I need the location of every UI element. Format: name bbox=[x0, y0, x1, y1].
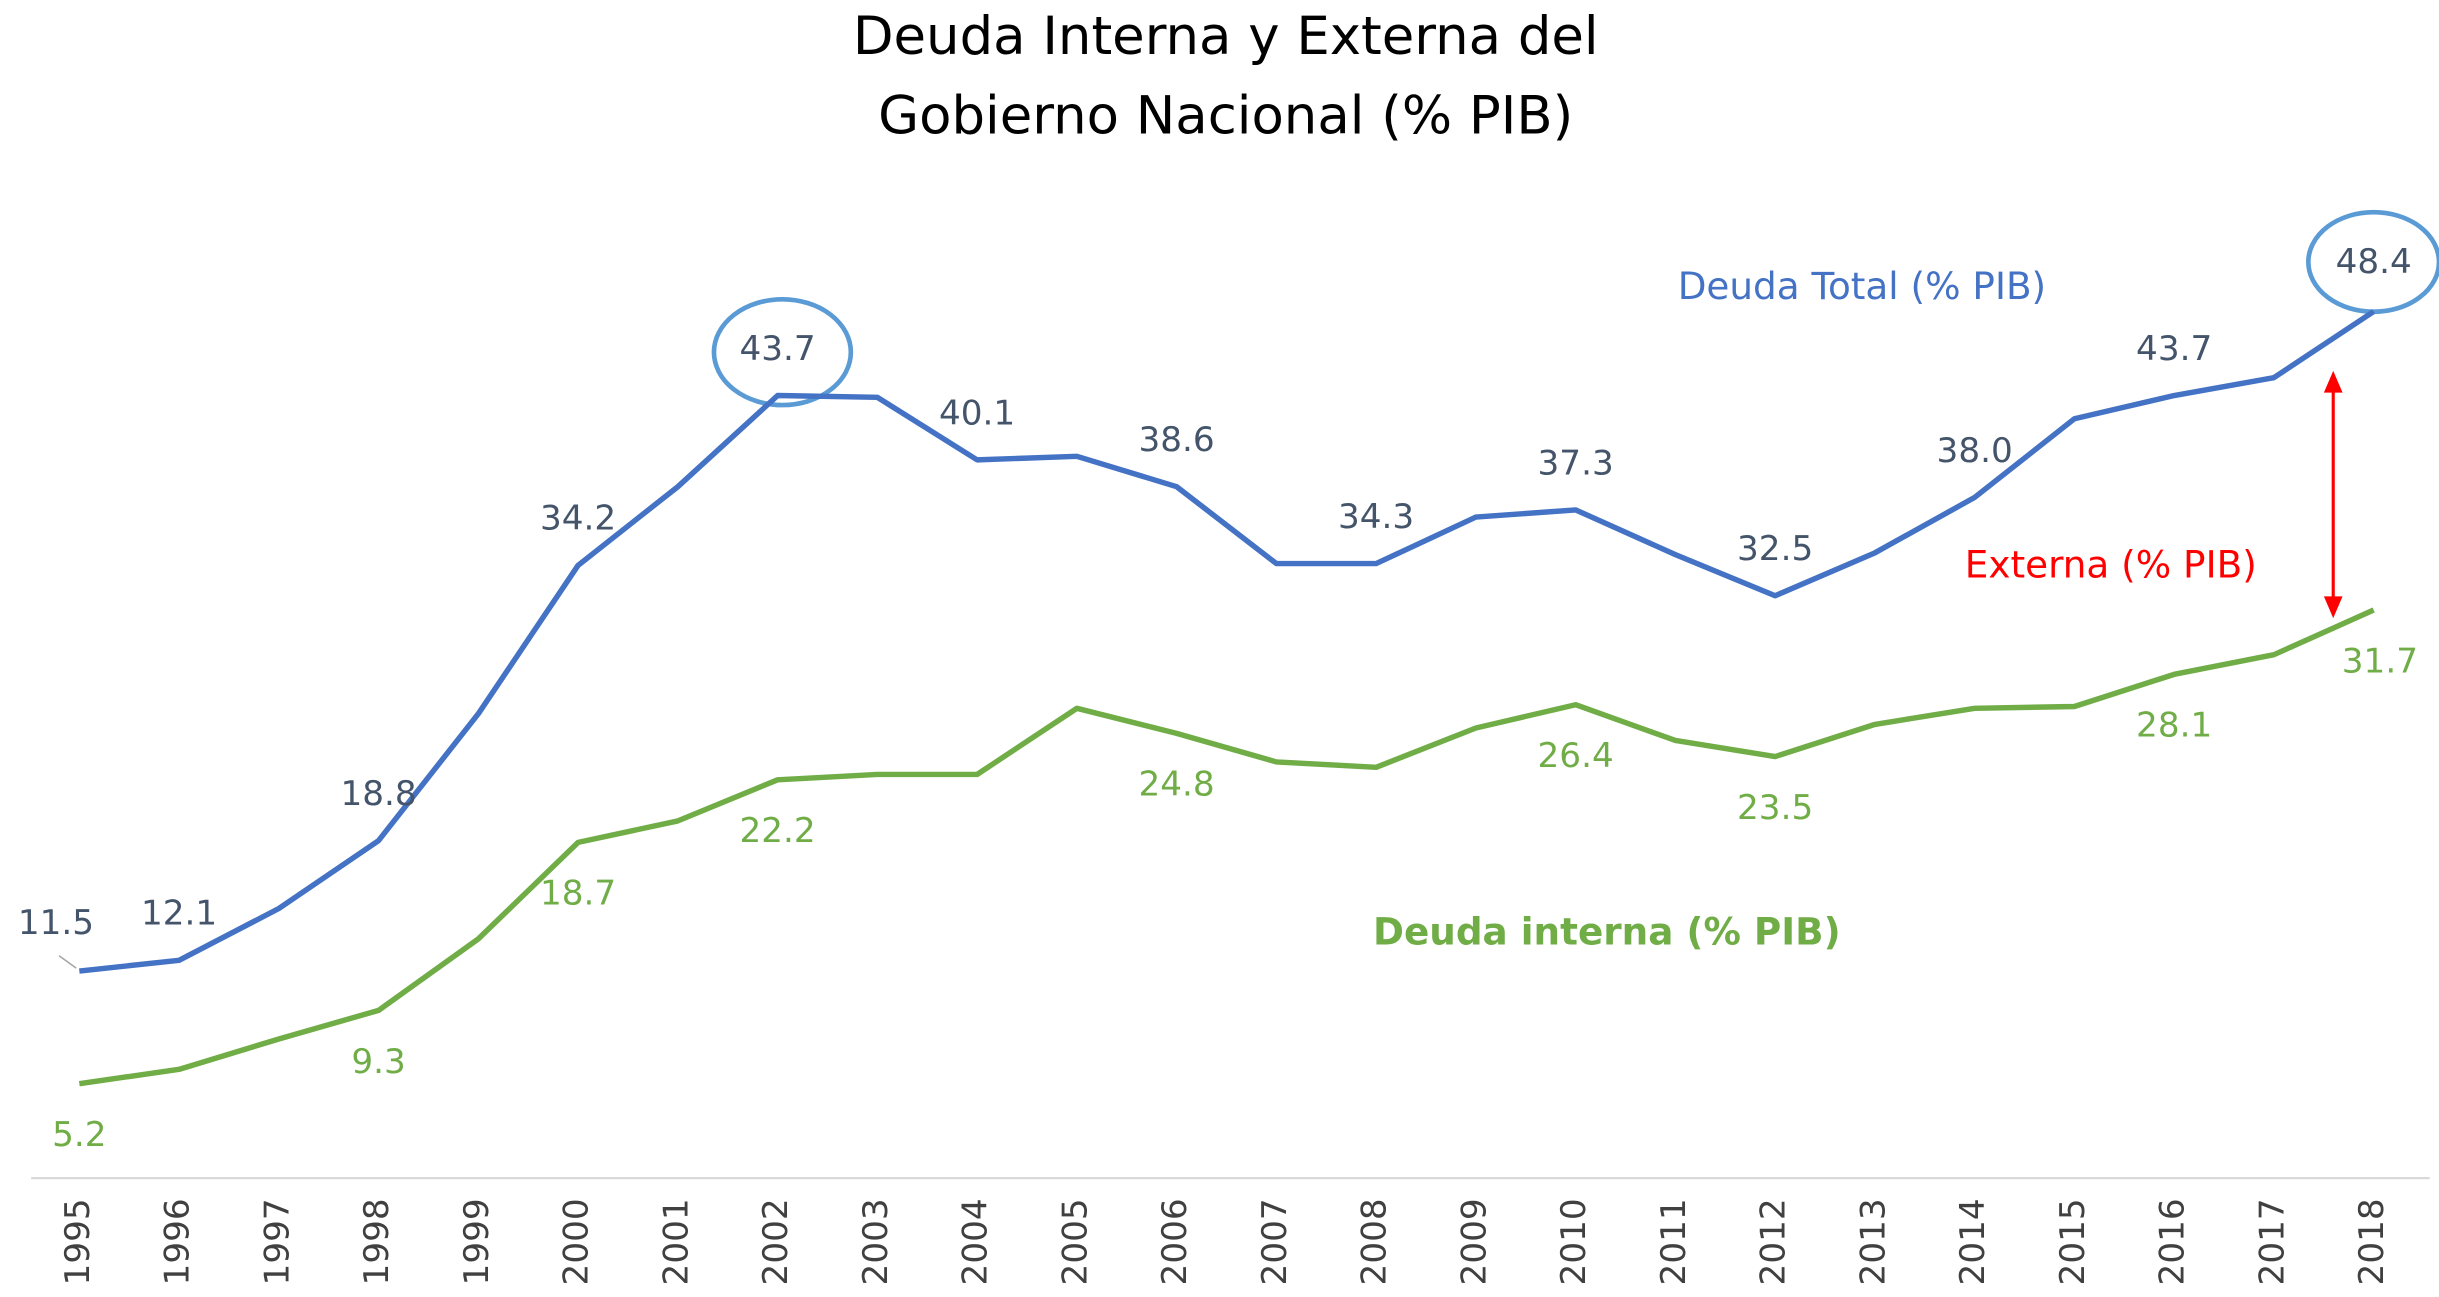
data-label: 43.7 bbox=[740, 329, 816, 369]
x-tick-label: 2010 bbox=[1554, 1198, 1594, 1285]
x-tick-label: 1996 bbox=[158, 1198, 198, 1285]
data-label: 37.3 bbox=[1538, 443, 1614, 483]
data-label: 34.2 bbox=[540, 499, 616, 539]
x-tick-label: 1999 bbox=[457, 1198, 497, 1285]
arrow-head bbox=[2323, 370, 2343, 393]
data-label: 23.5 bbox=[1737, 788, 1813, 828]
data-label: 18.8 bbox=[340, 774, 416, 814]
data-label: 28.1 bbox=[2136, 706, 2212, 746]
data-label: 12.1 bbox=[141, 894, 217, 934]
x-tick-label: 2013 bbox=[1853, 1198, 1893, 1285]
series-line bbox=[79, 309, 2376, 974]
data-label: 34.3 bbox=[1338, 497, 1414, 537]
data-label: 38.6 bbox=[1139, 420, 1215, 460]
x-tick-label: 2003 bbox=[856, 1198, 896, 1285]
x-tick-label: 2018 bbox=[2352, 1198, 2392, 1285]
x-tick-label: 2008 bbox=[1355, 1198, 1395, 1285]
chart-title: Gobierno Nacional (% PIB) bbox=[878, 85, 1573, 146]
leader-line bbox=[58, 955, 77, 969]
chart-title: Deuda Interna y Externa del bbox=[853, 6, 1599, 67]
highlight-circle bbox=[711, 296, 854, 408]
data-label: 38.0 bbox=[1937, 431, 2013, 471]
x-tick-label: 2017 bbox=[2252, 1198, 2292, 1285]
x-tick-label: 2007 bbox=[1255, 1198, 1295, 1285]
legend-label: Deuda interna (% PIB) bbox=[1373, 909, 1841, 953]
data-label: 43.7 bbox=[2136, 329, 2212, 369]
x-tick-label: 2005 bbox=[1055, 1198, 1095, 1285]
data-label: 26.4 bbox=[1538, 736, 1614, 776]
data-label: 18.7 bbox=[540, 874, 616, 914]
x-tick-label: 2015 bbox=[2053, 1198, 2093, 1285]
data-label: 5.2 bbox=[52, 1115, 106, 1155]
x-tick-label: 2016 bbox=[2153, 1198, 2193, 1285]
x-tick-label: 1998 bbox=[357, 1198, 397, 1285]
annotation: Externa (% PIB) bbox=[1965, 542, 2257, 586]
x-tick-label: 2009 bbox=[1454, 1198, 1494, 1285]
legend-label: Deuda Total (% PIB) bbox=[1678, 264, 2046, 308]
x-tick-label: 2004 bbox=[956, 1198, 996, 1285]
x-tick-label: 2006 bbox=[1155, 1198, 1195, 1285]
x-tick-label: 1995 bbox=[58, 1198, 98, 1285]
arrow-head bbox=[2323, 596, 2343, 619]
x-tick-label: 2002 bbox=[756, 1198, 796, 1285]
series-line bbox=[78, 607, 2375, 1087]
x-tick-label: 2000 bbox=[557, 1198, 597, 1285]
data-label: 31.7 bbox=[2342, 641, 2418, 681]
data-label: 22.2 bbox=[740, 811, 816, 851]
x-tick-label: 2011 bbox=[1654, 1198, 1694, 1285]
x-tick-label: 1997 bbox=[257, 1198, 297, 1285]
data-label: 32.5 bbox=[1737, 529, 1813, 569]
data-label: 9.3 bbox=[351, 1042, 405, 1082]
data-label: 24.8 bbox=[1139, 765, 1215, 805]
x-tick-label: 2001 bbox=[656, 1198, 696, 1285]
data-label: 11.5 bbox=[18, 903, 94, 943]
x-tick-label: 2012 bbox=[1754, 1198, 1794, 1285]
data-label: 48.4 bbox=[2336, 242, 2412, 282]
data-label: 40.1 bbox=[939, 393, 1015, 433]
x-tick-label: 2014 bbox=[1953, 1198, 1993, 1285]
